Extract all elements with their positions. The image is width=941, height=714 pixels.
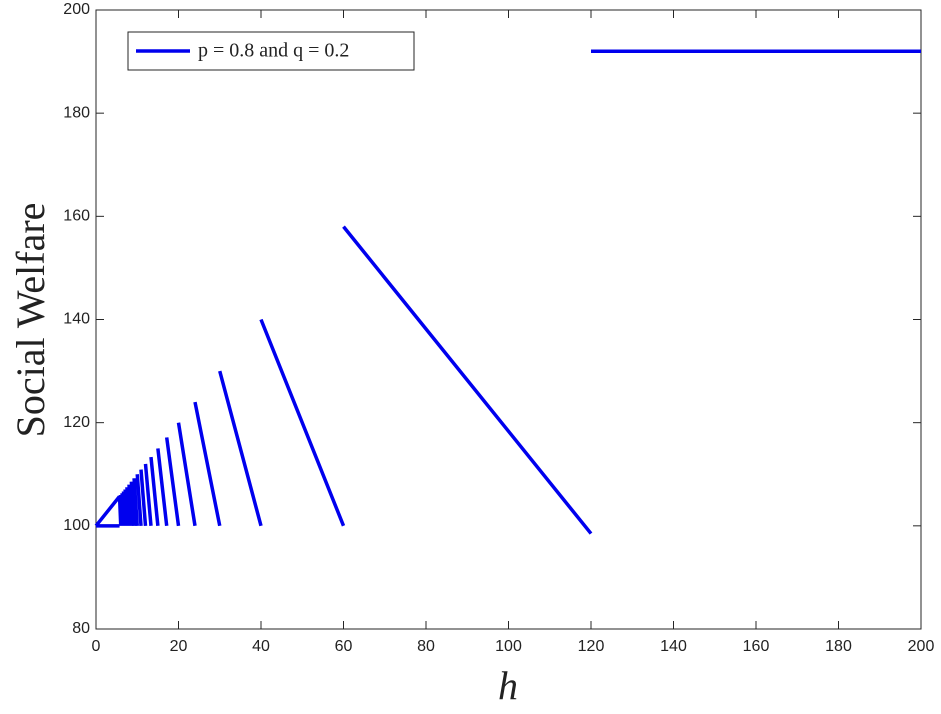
x-tick-label: 0 <box>92 638 101 655</box>
x-tick-label: 200 <box>908 638 935 655</box>
plot-area <box>95 9 922 630</box>
x-tick-label: 180 <box>825 638 852 655</box>
y-axis-label: Social Welfare <box>8 203 53 438</box>
y-tick-label: 100 <box>63 517 90 534</box>
legend-label: p = 0.8 and q = 0.2 <box>198 40 349 62</box>
x-tick-label: 40 <box>252 638 270 655</box>
y-tick-label: 120 <box>63 414 90 431</box>
x-tick-label: 100 <box>495 638 522 655</box>
x-tick-label: 140 <box>660 638 687 655</box>
data-line <box>94 49 921 535</box>
y-tick-label: 80 <box>72 620 90 637</box>
x-tick-label: 20 <box>170 638 188 655</box>
x-tick-label: 60 <box>335 638 353 655</box>
x-axis-label: h <box>498 663 518 708</box>
x-tick-label: 160 <box>743 638 770 655</box>
x-tick-label: 120 <box>578 638 605 655</box>
y-tick-label: 140 <box>63 311 90 328</box>
y-tick-label: 160 <box>63 208 90 225</box>
y-tick-label: 180 <box>63 104 90 121</box>
y-tick-label: 200 <box>63 1 90 18</box>
x-tick-label: 80 <box>417 638 435 655</box>
